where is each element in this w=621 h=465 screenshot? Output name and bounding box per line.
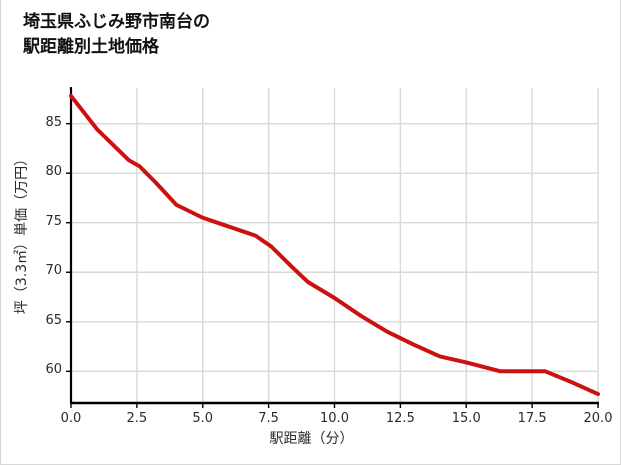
x-tick-label: 5.0	[192, 411, 214, 426]
y-tick-label: 60	[45, 362, 62, 378]
x-tick-label: 0.0	[60, 411, 82, 426]
axis-ticks	[66, 122, 599, 408]
y-axis-title-container: 坪（3.3㎡）単価（万円）	[1, 0, 41, 464]
x-tick-label: 12.5	[385, 411, 415, 426]
chart-title: 埼玉県ふじみ野市南台の 駅距離別土地価格	[23, 12, 210, 57]
y-tick-label: 75	[45, 213, 62, 229]
x-tick-label: 17.5	[517, 411, 547, 426]
x-tick-label: 7.5	[258, 411, 279, 426]
y-axis-title: 坪（3.3㎡）単価（万円）	[14, 151, 30, 314]
y-tick-label: 80	[45, 164, 62, 180]
y-tick-label: 65	[45, 312, 62, 328]
y-tick-label: 70	[45, 263, 62, 279]
x-tick-label: 10.0	[320, 411, 349, 426]
x-tick-label: 2.5	[126, 411, 148, 426]
x-axis-title: 駅距離（分）	[269, 431, 354, 447]
grid-lines	[71, 88, 599, 403]
data-series-line	[69, 93, 600, 397]
x-tick-label: 20.0	[583, 411, 613, 426]
y-tick-label: 85	[45, 114, 62, 130]
x-tick-label: 15.0	[451, 411, 481, 426]
